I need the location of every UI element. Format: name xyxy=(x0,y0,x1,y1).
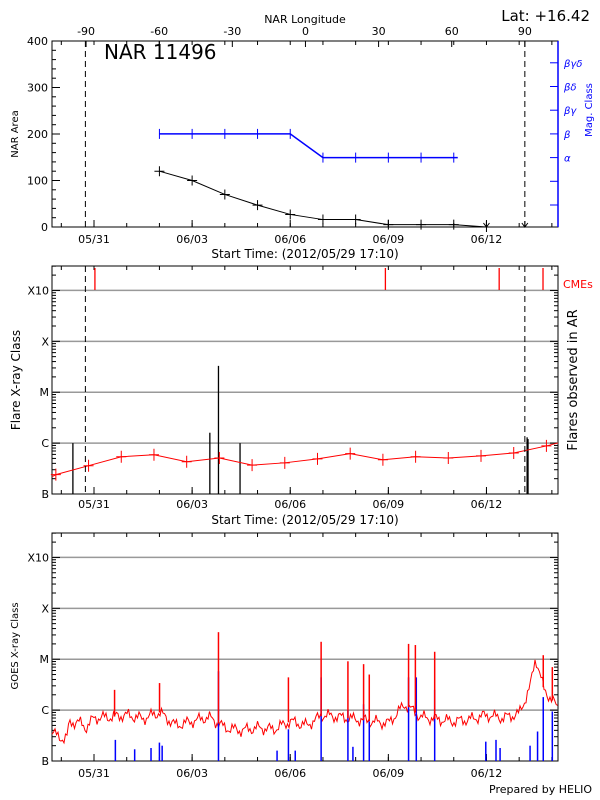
y-tick-label: 300 xyxy=(27,82,48,95)
nar-area-point xyxy=(187,175,198,186)
x-tick-label-panel3: 06/12 xyxy=(471,767,503,780)
prepared-by-label: Prepared by HELIO xyxy=(489,783,592,796)
y-tick-label: X xyxy=(41,602,49,615)
daily-flare-point xyxy=(148,448,159,461)
daily-flare-point xyxy=(541,439,552,452)
flare-class-axis-label: Flare X-ray Class xyxy=(9,330,23,430)
flares-observed-axis-label: Flares observed in AR xyxy=(566,309,581,450)
longitude-tick-label: 0 xyxy=(302,25,309,38)
panel-frame xyxy=(51,532,559,762)
y-tick-label: X10 xyxy=(27,551,49,564)
mag-class-tick-label: β xyxy=(563,130,571,141)
x-tick-label-panel1: 05/31 xyxy=(78,233,110,246)
daily-flare-point xyxy=(50,468,61,481)
cme-label: CMEs xyxy=(563,278,593,291)
region-title: NAR 11496 xyxy=(104,40,217,64)
daily-flare-point xyxy=(476,449,487,462)
mag-class-line xyxy=(159,133,458,159)
nar-area-point xyxy=(317,214,328,225)
nar-area-point xyxy=(350,214,361,225)
mag-class-tick-label: βδ xyxy=(563,83,577,94)
daily-flare-point xyxy=(214,451,225,464)
daily-flare-point xyxy=(377,453,388,466)
daily-flare-line xyxy=(51,442,559,478)
panel-frame xyxy=(51,265,559,495)
latitude-label: Lat: +16.42 xyxy=(501,7,590,25)
longitude-tick-label: 90 xyxy=(518,25,532,38)
longitude-tick-label: -90 xyxy=(77,25,95,38)
nar-area-axis-label: NAR Area xyxy=(10,110,21,157)
y-tick-label: 200 xyxy=(27,128,48,141)
panel1-frame xyxy=(51,40,559,228)
x-tick-label-panel2: 06/06 xyxy=(274,498,306,511)
daily-flare-point xyxy=(116,450,127,463)
longitude-axis-title: NAR Longitude xyxy=(264,13,346,26)
longitude-tick-label: -60 xyxy=(150,25,168,38)
nar-area-point xyxy=(252,200,263,211)
longitude-tick-label: 60 xyxy=(445,25,459,38)
y-tick-label: X10 xyxy=(27,284,49,297)
nar-area-point xyxy=(219,189,230,200)
mag-class-tick-label: βγ xyxy=(563,106,577,117)
y-tick-label: C xyxy=(41,437,49,450)
x-tick-label-panel3: 06/03 xyxy=(176,767,208,780)
x-tick-label-panel1: 06/03 xyxy=(176,233,208,246)
mag-class-tick-label: α xyxy=(564,154,571,165)
daily-flare-point xyxy=(279,456,290,469)
mag-class-tick-label: βγδ xyxy=(563,59,582,70)
y-tick-label: B xyxy=(41,488,49,501)
daily-flare-point xyxy=(181,455,192,468)
x-tick-label-panel2: 06/09 xyxy=(372,498,404,511)
mag-class-axis-label: Mag. Class xyxy=(584,83,595,137)
daily-flare-point xyxy=(312,452,323,465)
x-tick-label-panel3: 05/31 xyxy=(78,767,110,780)
y-tick-label: 100 xyxy=(27,175,48,188)
x-tick-label-panel3: 06/09 xyxy=(372,767,404,780)
daily-flare-point xyxy=(443,451,454,464)
goes-class-axis-label: GOES X-ray Class xyxy=(10,602,21,689)
longitude-tick-label: -30 xyxy=(223,25,241,38)
y-tick-label: 400 xyxy=(27,35,48,48)
goes-long-channel-line xyxy=(51,659,558,745)
longitude-tick-label: 30 xyxy=(372,25,386,38)
y-tick-label: M xyxy=(40,653,50,666)
daily-flare-point xyxy=(410,450,421,463)
daily-flare-point xyxy=(345,447,356,460)
y-tick-label: 0 xyxy=(41,221,48,234)
nar-area-point xyxy=(154,166,165,177)
y-tick-label: C xyxy=(41,704,49,717)
x-tick-label-panel1: 06/12 xyxy=(471,233,503,246)
daily-flare-point xyxy=(247,459,258,472)
x-tick-label-panel3: 06/06 xyxy=(274,767,306,780)
y-tick-label: X xyxy=(41,335,49,348)
x-tick-label-panel2: 05/31 xyxy=(78,498,110,511)
y-tick-label: M xyxy=(40,386,50,399)
daily-flare-point xyxy=(83,459,94,472)
x-tick-label-panel2: 06/03 xyxy=(176,498,208,511)
x-tick-label-panel2: 06/12 xyxy=(471,498,503,511)
nar-area-point xyxy=(285,209,296,220)
y-tick-label: B xyxy=(41,755,49,768)
x-axis-title-panel1: Start Time: (2012/05/29 17:10) xyxy=(211,247,398,261)
x-tick-label-panel1: 06/06 xyxy=(274,233,306,246)
x-tick-label-panel1: 06/09 xyxy=(372,233,404,246)
daily-flare-point xyxy=(508,446,519,459)
x-axis-title-panel2: Start Time: (2012/05/29 17:10) xyxy=(211,513,398,527)
